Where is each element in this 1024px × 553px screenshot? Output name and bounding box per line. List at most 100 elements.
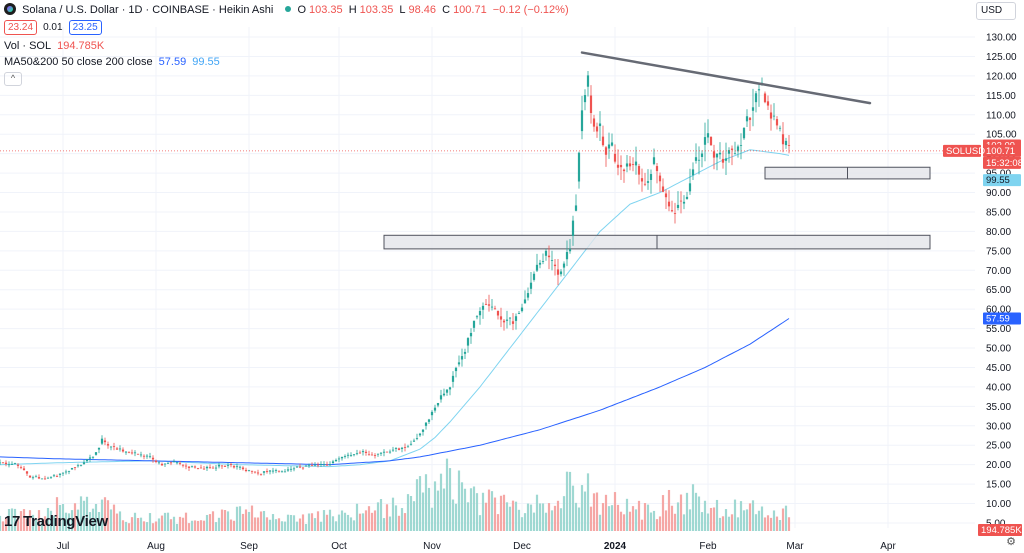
candle-body — [451, 375, 455, 382]
candle-body — [466, 338, 470, 346]
volume-bar — [355, 503, 359, 531]
candle-body — [562, 263, 566, 268]
volume-bar — [457, 470, 461, 531]
candle-body — [637, 166, 641, 175]
volume-bar — [577, 507, 581, 531]
volume-bar — [523, 513, 527, 531]
candle-body — [235, 466, 239, 468]
volume-bar — [265, 517, 269, 531]
volume-bar — [73, 503, 77, 531]
ma-legend[interactable]: MA50&200 50 close 200 close 57.59 99.55 — [4, 56, 223, 68]
volume-bar — [391, 497, 395, 531]
candle-body — [478, 311, 482, 316]
volume-bar — [175, 523, 179, 531]
volume-legend[interactable]: Vol · SOL 194.785K — [4, 40, 107, 52]
candle-body — [187, 466, 191, 468]
volume-bar — [493, 497, 497, 531]
volume-bar — [100, 499, 104, 531]
candle-body — [61, 472, 65, 474]
gear-icon[interactable]: ⚙ — [1006, 536, 1016, 548]
volume-bar — [544, 512, 548, 531]
volume-bar — [415, 479, 419, 531]
buy-price-button[interactable]: 23.25 — [68, 20, 102, 35]
candle-body — [751, 107, 755, 111]
candle-body — [268, 470, 272, 472]
badge-volume-text: 194.785K — [981, 525, 1022, 536]
badge-ma50-bg — [983, 312, 1021, 325]
volume-bar — [46, 507, 50, 531]
price-tick-label: 50.00 — [986, 344, 1011, 355]
volume-bar — [445, 458, 449, 531]
candle-body — [460, 356, 464, 360]
candle-body — [586, 75, 590, 87]
candle-body — [220, 465, 224, 467]
volume-bar — [352, 520, 356, 531]
volume-bar — [136, 518, 140, 531]
tradingview-logo[interactable]: 17 TradingView — [4, 513, 108, 530]
candle-body — [658, 175, 662, 182]
volume-bar — [370, 512, 374, 531]
volume-bar — [223, 510, 227, 531]
volume-bar — [733, 499, 737, 531]
symbol-legend[interactable]: Solana / U.S. Dollar · 1D · COINBASE · H… — [4, 3, 572, 16]
volume-bar — [775, 516, 779, 531]
time-tick-label: Oct — [331, 541, 347, 552]
candle-body — [613, 153, 617, 162]
candle-body — [493, 308, 497, 310]
price-tick-label: 110.00 — [986, 110, 1016, 121]
volume-bar — [376, 502, 380, 531]
candle-body — [274, 470, 278, 472]
candle-body — [361, 451, 365, 453]
candle-body — [247, 470, 251, 472]
time-axis[interactable]: Jul Aug Sep Oct Nov Dec 2024 Feb Mar Apr — [57, 541, 897, 552]
candle-body — [748, 117, 752, 121]
candle-body — [640, 178, 644, 182]
volume-bar — [187, 523, 191, 531]
volume-bar — [589, 506, 593, 531]
badge-ma50: 57.59 — [983, 312, 1021, 325]
support-zones[interactable] — [383, 166, 931, 250]
candle-body — [115, 448, 119, 450]
candle-body — [259, 473, 263, 475]
volume-bar — [133, 512, 137, 531]
candle-body — [724, 158, 728, 161]
candle-body — [700, 153, 704, 157]
price-tick-label: 130.00 — [986, 33, 1017, 44]
volume-bar — [13, 508, 17, 531]
candle-body — [214, 467, 218, 469]
candle-body — [754, 93, 758, 103]
price-axis[interactable]: 130.00 125.00 120.00 115.00 110.00 105.00 100.… — [986, 33, 1017, 530]
volume-bar — [142, 521, 146, 531]
volume-bars — [0, 458, 791, 531]
candle-body — [1, 462, 5, 464]
volume-bar — [16, 517, 20, 531]
candle-body — [544, 250, 548, 256]
volume-bar — [442, 488, 446, 531]
volume-bar — [64, 512, 68, 531]
candle-body — [118, 448, 122, 450]
candle-body — [319, 464, 323, 465]
volume-bar — [463, 488, 467, 531]
candle-body — [631, 164, 635, 165]
candle-body — [439, 395, 443, 400]
candle-body — [382, 451, 386, 453]
candle-body — [142, 455, 146, 457]
candle-body — [430, 411, 434, 416]
volume-bar — [238, 506, 242, 531]
volume-bar — [781, 508, 785, 531]
candle-body — [208, 467, 212, 469]
collapse-legend-button[interactable]: ^ — [4, 72, 22, 86]
candle-body — [763, 93, 767, 103]
candle-body — [49, 476, 53, 478]
candle-body — [616, 164, 620, 168]
volume-bar — [757, 510, 761, 531]
candle-body — [310, 465, 314, 467]
volume-bar — [541, 503, 545, 531]
trendline[interactable] — [580, 51, 872, 105]
sell-price-button[interactable]: 23.24 — [4, 20, 38, 35]
currency-selector[interactable]: USD — [976, 2, 1016, 20]
candle-body — [388, 451, 392, 453]
change-value: −0.12 (−0.12%) — [492, 4, 569, 16]
candle-body — [127, 451, 131, 453]
